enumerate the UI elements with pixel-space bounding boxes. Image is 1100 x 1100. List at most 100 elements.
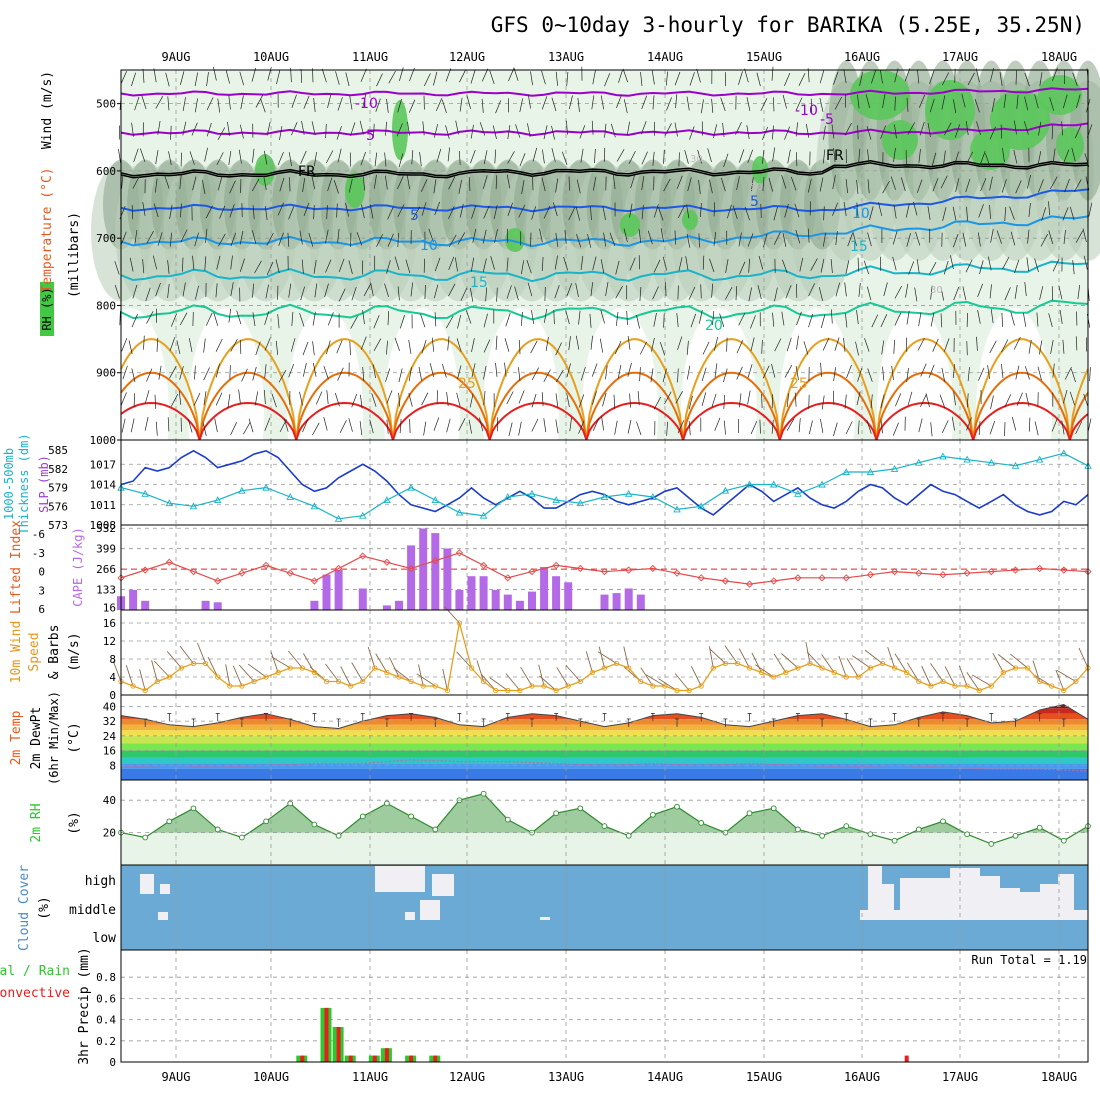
wind-barb [471, 338, 475, 352]
temp-tick-label: 8 [109, 759, 116, 772]
wind-barb [302, 362, 307, 377]
wind-barb [746, 97, 751, 111]
wind-barb [327, 312, 334, 326]
wind-speed-line [120, 622, 1089, 692]
wind-barb [338, 258, 345, 273]
wind-barb [228, 150, 232, 165]
temperature-band [121, 757, 1088, 764]
thickness-point [431, 496, 440, 504]
thickness-point [866, 468, 875, 475]
thickness-axis-label-group: Thickness (dm) [17, 433, 31, 534]
wind-barb [1024, 366, 1030, 380]
precip-convective-bar [336, 1027, 341, 1062]
wind-barb [1025, 392, 1030, 407]
wind-barb [321, 68, 327, 83]
wind-10m-barb [476, 660, 485, 682]
thickness-point [745, 480, 754, 488]
lifted-index-point [745, 580, 754, 588]
wind-speed-point [1000, 669, 1007, 676]
wind-barb [266, 261, 274, 275]
wind-tick-label: 8 [109, 653, 116, 666]
wind-barb [264, 337, 271, 351]
wind-barb [288, 177, 291, 192]
wind-10m-barb [906, 662, 920, 682]
rh2m-point [698, 820, 705, 826]
wind-10m-barb [505, 673, 521, 691]
wind-barb [384, 152, 387, 167]
wind-barb [594, 148, 596, 164]
wind-barb [494, 229, 498, 243]
wind-speed-point [323, 678, 330, 685]
wind-barb [278, 232, 284, 246]
wind-barb [761, 126, 769, 141]
wind-barb [541, 96, 548, 110]
wind-barb [386, 340, 388, 355]
rh2m-point [311, 821, 318, 828]
wind-barb [726, 337, 728, 352]
wind-barb [916, 259, 920, 274]
wind-barb [134, 96, 140, 111]
wind-barb [158, 365, 162, 380]
lifted-index-point [238, 569, 246, 577]
slp-background [121, 440, 1088, 525]
wind-barb [373, 174, 377, 189]
wind-barb [985, 153, 991, 167]
wind-barb [747, 390, 751, 405]
wind-speed-point [287, 665, 293, 671]
wind-barb [603, 232, 607, 247]
wind-barb [771, 363, 776, 378]
wind-barb [566, 393, 570, 408]
wind-barb [182, 121, 187, 136]
wind-barb [736, 366, 743, 380]
lifted-index-point [214, 577, 222, 585]
thickness-point [286, 493, 294, 500]
wind-speed-point [734, 660, 741, 667]
precip-background [121, 950, 1088, 1062]
wind-barb [406, 175, 410, 190]
wind-barb [420, 313, 426, 328]
wind-barb [360, 151, 366, 166]
wind-barb [165, 72, 170, 87]
wind-speed-point [758, 669, 765, 676]
wind-barb [636, 421, 642, 436]
wind-barb [251, 230, 257, 244]
wind-barb [1071, 147, 1076, 162]
wind-barb [229, 180, 236, 194]
wind-barb [279, 126, 283, 141]
wind-barb [808, 420, 813, 435]
date-label-top: 15AUG [746, 50, 782, 64]
wind-barb [784, 365, 793, 378]
wind-10m-barb [166, 651, 182, 669]
wind-barb [1004, 422, 1006, 437]
wind-barb [541, 70, 546, 85]
wind-barb [239, 230, 244, 245]
wind-barb [168, 151, 172, 166]
wind-barb [227, 394, 231, 409]
cloud-unit-label-group: (%) [37, 896, 52, 919]
wind-barb [967, 72, 975, 86]
contour-label: 20 [705, 318, 723, 334]
wind-speed-point [553, 687, 559, 694]
rh-saturated-area [1038, 75, 1082, 115]
wind-barb [599, 338, 604, 353]
wind-barb [423, 73, 431, 87]
wind-barb [348, 178, 353, 193]
wind-barb [180, 229, 188, 243]
wind-barb [857, 257, 860, 272]
precip-convective-bar [409, 1055, 414, 1062]
lifted-index-point [625, 566, 633, 574]
wind-barb [575, 207, 581, 221]
wind-barb [441, 99, 447, 114]
wind-barb [470, 124, 474, 139]
wind-barb [856, 179, 859, 194]
wind-barb [448, 206, 455, 220]
wind-barb [675, 391, 683, 404]
temperature-band [121, 735, 1088, 744]
wind-barb [313, 98, 316, 113]
wind-barb [748, 287, 752, 302]
wind-barb [167, 260, 170, 275]
wind-barb [782, 259, 788, 274]
wind-barb [495, 100, 502, 114]
wind-barb [900, 177, 906, 192]
wind-barb [568, 336, 571, 351]
